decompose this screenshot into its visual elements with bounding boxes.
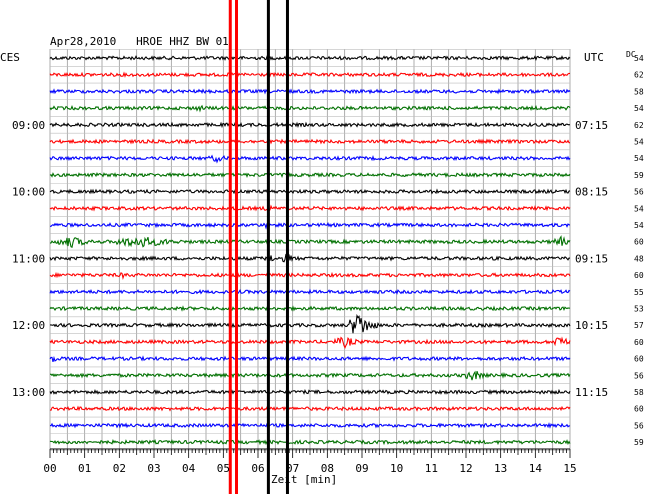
- dc-value-label: 60: [634, 238, 644, 247]
- x-tick-label: 15: [563, 462, 576, 475]
- seismic-trace: [49, 71, 570, 78]
- right-timezone-label: UTC: [584, 51, 604, 64]
- dc-value-label: 62: [634, 121, 644, 130]
- dc-value-label: 54: [634, 138, 644, 147]
- dc-value-label: 62: [634, 71, 644, 80]
- dc-value-label: 54: [634, 54, 644, 63]
- dc-value-label: 56: [634, 421, 644, 430]
- seismic-trace: [49, 422, 571, 429]
- left-hour-label: 12:00: [12, 319, 45, 332]
- seismic-trace: [49, 204, 571, 212]
- x-tick-label: 09: [355, 462, 368, 475]
- x-tick-label: 05: [217, 462, 230, 475]
- seismic-trace: [49, 388, 571, 395]
- x-tick-label: 02: [113, 462, 126, 475]
- dc-value-label: 56: [634, 371, 644, 380]
- traces: [49, 55, 571, 446]
- dc-value-label: 58: [634, 87, 644, 96]
- seismic-trace: [49, 235, 571, 249]
- seismic-trace: [49, 171, 571, 179]
- seismic-trace: [49, 271, 571, 281]
- right-time-label: 08:15: [575, 186, 608, 199]
- seismic-trace: [49, 336, 571, 350]
- x-tick-label: 13: [494, 462, 507, 475]
- left-hour-label: 13:00: [12, 386, 45, 399]
- dc-header: DC: [626, 50, 636, 59]
- dc-value-label: 53: [634, 305, 644, 314]
- seismic-trace: [49, 405, 571, 412]
- x-tick-label: 07: [286, 462, 299, 475]
- dc-value-label: 54: [634, 104, 644, 113]
- left-hour-label: 10:00: [12, 186, 45, 199]
- seismic-trace: [49, 288, 571, 295]
- dc-value-label: 60: [634, 355, 644, 364]
- grid: [49, 49, 571, 458]
- right-time-label: 09:15: [575, 252, 608, 265]
- left-timezone-label: CES: [0, 51, 20, 64]
- x-tick-label: 10: [390, 462, 403, 475]
- right-time-label: 10:15: [575, 319, 608, 332]
- dc-value-label: 60: [634, 271, 644, 280]
- seismic-trace: [49, 154, 571, 164]
- seismic-trace: [50, 222, 571, 230]
- right-time-label: 07:15: [575, 119, 608, 132]
- vertical-markers: [228, 0, 289, 494]
- seismic-trace: [49, 370, 571, 381]
- dc-value-label: 54: [634, 204, 644, 213]
- x-tick-label: 14: [529, 462, 543, 475]
- seismic-trace: [49, 439, 571, 446]
- x-tick-label: 08: [321, 462, 334, 475]
- dc-value-label: 60: [634, 338, 644, 347]
- seismic-trace: [49, 104, 571, 113]
- dc-value-label: 55: [634, 288, 644, 297]
- dc-value-label: 54: [634, 154, 644, 163]
- x-tick-label: 03: [147, 462, 160, 475]
- seismic-trace: [49, 121, 571, 129]
- dc-value-label: 60: [634, 405, 644, 414]
- seismic-trace: [49, 138, 571, 145]
- chart-title: Apr28,2010 HROE HHZ BW 01: [50, 35, 229, 48]
- seismic-trace: [49, 305, 571, 312]
- seismic-trace: [49, 251, 570, 264]
- seismic-trace: [49, 313, 571, 334]
- dc-value-label: 54: [634, 221, 644, 230]
- labels: 00 01 02 03 04 05 06 07 08 09 10 11 12 13 14 15 09:00 10:…: [12, 54, 644, 475]
- x-tick-label: 11: [425, 462, 438, 475]
- dc-value-label: 57: [634, 321, 644, 330]
- dc-value-label: 59: [634, 438, 644, 447]
- seismic-trace: [49, 188, 571, 195]
- dc-value-label: 48: [634, 254, 644, 263]
- dc-value-label: 59: [634, 171, 644, 180]
- x-tick-label: 01: [78, 462, 91, 475]
- dc-value-label: 56: [634, 188, 644, 197]
- seismic-trace: [49, 55, 571, 61]
- left-hour-label: 09:00: [12, 119, 45, 132]
- seismic-trace: [49, 355, 571, 363]
- x-tick-label: 04: [182, 462, 196, 475]
- x-tick-label: 12: [459, 462, 472, 475]
- x-axis-label: Zeit [min]: [271, 473, 337, 486]
- dc-value-label: 58: [634, 388, 644, 397]
- left-hour-label: 11:00: [12, 252, 45, 265]
- x-tick-label: 06: [251, 462, 264, 475]
- seismic-trace: [49, 88, 571, 95]
- x-tick-label: 00: [43, 462, 56, 475]
- right-time-label: 11:15: [575, 386, 608, 399]
